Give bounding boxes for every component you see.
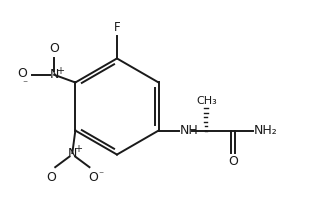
Text: O: O bbox=[17, 67, 27, 80]
Text: +: + bbox=[56, 66, 64, 76]
Text: O: O bbox=[88, 171, 98, 184]
Text: NH: NH bbox=[180, 124, 199, 137]
Text: CH₃: CH₃ bbox=[196, 96, 217, 106]
Text: ⁻: ⁻ bbox=[99, 170, 104, 180]
Text: O: O bbox=[228, 155, 238, 168]
Text: F: F bbox=[114, 21, 120, 34]
Text: N: N bbox=[50, 68, 59, 81]
Text: +: + bbox=[74, 145, 82, 154]
Text: O: O bbox=[46, 171, 56, 184]
Text: O: O bbox=[49, 42, 59, 55]
Text: NH₂: NH₂ bbox=[254, 124, 278, 137]
Text: ⁻: ⁻ bbox=[22, 79, 27, 89]
Text: N: N bbox=[68, 147, 77, 160]
